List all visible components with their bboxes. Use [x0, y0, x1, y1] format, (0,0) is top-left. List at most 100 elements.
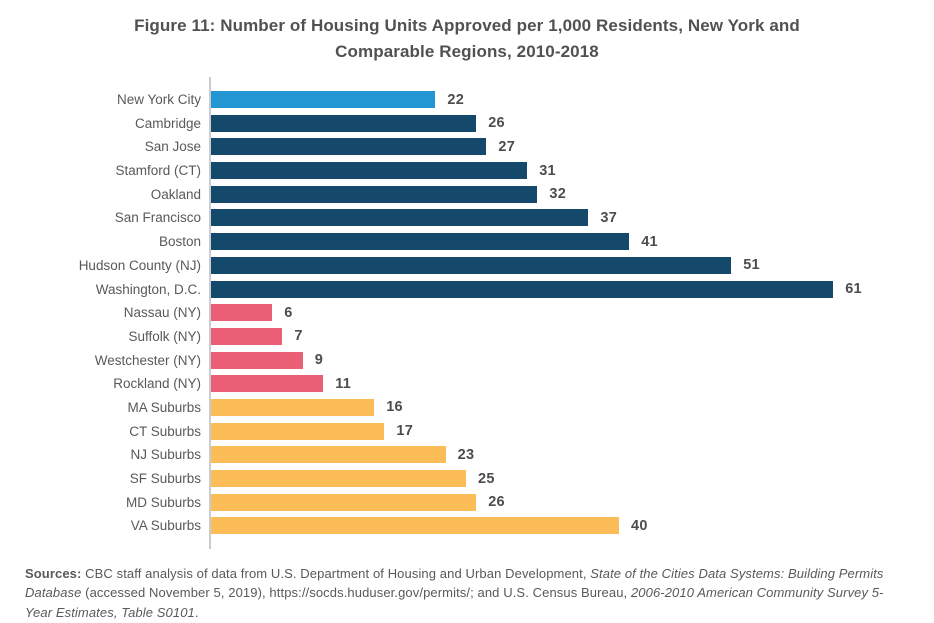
bar-label: VA Suburbs [130, 518, 201, 534]
sources-segment: . [194, 604, 199, 620]
bar-row: MD Suburbs 26 [0, 490, 914, 514]
chart-title: Figure 11: Number of Housing Units Appro… [134, 16, 800, 62]
bar-label: Oakland [150, 186, 201, 202]
bar-value-label: 16 [386, 399, 403, 416]
bar [211, 138, 487, 156]
bar-value-label: 6 [284, 304, 293, 321]
bar-row: San Francisco 37 [0, 206, 914, 230]
sources-segment: State of the Cities Data Systems: Buildi… [25, 565, 884, 601]
bar-value-label: 37 [600, 209, 618, 226]
bar-row: Nassau (NY) 6 [0, 301, 914, 325]
bar-track: 41 [211, 230, 914, 254]
bar [211, 256, 732, 274]
bar-value-label: 25 [478, 470, 495, 487]
bar-row: Suffolk (NY) 7 [0, 325, 914, 349]
bar-label: San Francisco [114, 210, 201, 226]
bar [211, 351, 303, 369]
bar-label: San Jose [144, 139, 201, 155]
bar-label: CT Suburbs [129, 423, 201, 439]
bar [211, 280, 834, 298]
bar [211, 91, 436, 109]
sources-segment: CBC staff analysis of data from U.S. Dep… [85, 565, 591, 581]
bar-row: NJ Suburbs 23 [0, 443, 914, 467]
bar-row: MA Suburbs 16 [0, 396, 914, 420]
bar-value-label: 11 [335, 375, 352, 392]
bar-row: VA Suburbs 40 [0, 514, 914, 538]
bar [211, 233, 630, 251]
bar-value-label: 31 [539, 162, 556, 179]
bar [211, 398, 375, 416]
bar-track: 40 [211, 514, 914, 538]
bar-row: San Jose 27 [0, 135, 914, 159]
bar-value-label: 7 [294, 328, 303, 345]
bar-value-label: 32 [549, 186, 567, 203]
bar-value-label: 61 [845, 281, 862, 298]
bar-track: 16 [211, 396, 914, 420]
bar-value-label: 26 [488, 115, 505, 132]
bar [211, 493, 477, 511]
bar-track: 7 [211, 325, 914, 349]
bar-track: 22 [211, 88, 914, 112]
bar-value-label: 17 [396, 423, 414, 440]
bar [211, 375, 324, 393]
bar-row: Hudson County (NJ) 51 [0, 254, 914, 278]
bar-row: New York City 22 [0, 88, 914, 112]
bar-row: SF Suburbs 25 [0, 467, 914, 491]
bar-value-label: 40 [631, 517, 648, 534]
bar-track: 27 [211, 135, 914, 159]
bar-track: 9 [211, 348, 914, 372]
bar-label: MA Suburbs [127, 399, 201, 415]
bar-value-label: 26 [488, 494, 505, 511]
bar-label: Westchester (NY) [94, 352, 201, 368]
bar-label: Cambridge [134, 115, 201, 131]
bar [211, 114, 477, 132]
bar [211, 517, 619, 535]
bar-value-label: 9 [314, 352, 324, 369]
bar [211, 327, 283, 345]
bar-row: CT Suburbs 17 [0, 419, 914, 443]
bar-label: Stamford (CT) [115, 163, 201, 179]
bar-label: NJ Suburbs [130, 447, 201, 463]
bar-value-label: 23 [457, 446, 475, 463]
bar-track: 61 [211, 277, 914, 301]
bar-chart: New York City 22 Cambridge 26 San Jose 27 Stam… [0, 76, 934, 549]
bar-value-label: 51 [743, 257, 760, 274]
bar-value-label: 27 [498, 138, 516, 155]
bar-track: 11 [211, 372, 914, 396]
bar-track: 26 [211, 490, 914, 514]
y-axis-line [209, 76, 211, 549]
bar-label: SF Suburbs [129, 471, 201, 487]
bar-row: Washington, D.C. 61 [0, 277, 914, 301]
bar [211, 446, 446, 464]
bar-value-label: 41 [641, 233, 658, 250]
sources-note: Sources: CBC staff analysis of data from… [25, 564, 904, 623]
bar-track: 25 [211, 467, 914, 491]
bar-row: Oakland 32 [0, 182, 914, 206]
sources-segment: Sources: [25, 565, 86, 581]
figure-page: Figure 11: Number of Housing Units Appro… [0, 13, 934, 623]
bar-label: Nassau (NY) [123, 305, 201, 321]
bar-label: Suffolk (NY) [128, 328, 201, 344]
bar [211, 304, 273, 322]
bar-row: Boston 41 [0, 230, 914, 254]
bar [211, 209, 589, 227]
bar-label: Hudson County (NJ) [78, 257, 201, 273]
bar-value-label: 22 [447, 91, 465, 108]
bar-label: MD Suburbs [125, 494, 201, 510]
bar-track: 17 [211, 419, 914, 443]
bar-track: 31 [211, 159, 914, 183]
bar-row: Stamford (CT) 31 [0, 159, 914, 183]
bar [211, 422, 385, 440]
bar-track: 51 [211, 254, 914, 278]
bar-label: Boston [158, 234, 201, 250]
bar-track: 6 [211, 301, 914, 325]
bar-label: Washington, D.C. [95, 281, 201, 297]
bar-track: 37 [211, 206, 914, 230]
bar-label: New York City [116, 92, 201, 108]
bar-row: Cambridge 26 [0, 111, 914, 135]
bar [211, 162, 528, 180]
bar-track: 32 [211, 182, 914, 206]
bar [211, 185, 538, 203]
bar-track: 26 [211, 111, 914, 135]
sources-segment: 2006-2010 American Community Survey 5-Ye… [25, 585, 884, 620]
